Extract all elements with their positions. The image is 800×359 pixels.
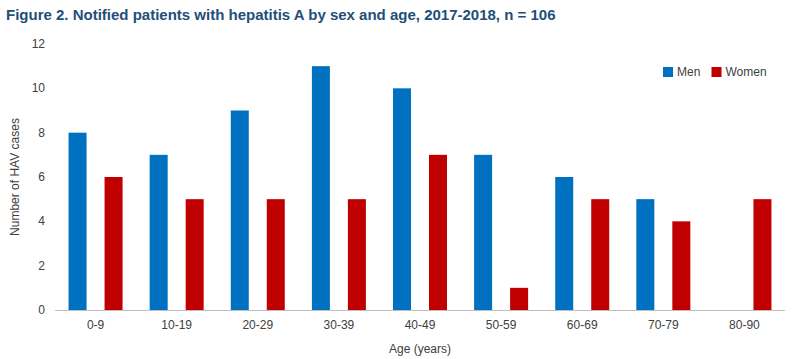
bar	[555, 177, 573, 310]
y-tick-label: 0	[38, 303, 45, 317]
y-tick	[51, 265, 55, 266]
bar	[474, 155, 492, 310]
bar	[672, 221, 690, 310]
chart: Figure 2. Notified patients with hepatit…	[0, 0, 800, 359]
x-tick-label: 50-59	[486, 318, 517, 332]
legend: Men Women	[663, 65, 767, 79]
bar	[429, 155, 447, 310]
y-tick	[51, 88, 55, 89]
bar	[150, 155, 168, 310]
legend-label: Women	[726, 65, 767, 79]
background	[0, 0, 800, 359]
bar	[510, 288, 528, 310]
x-tick-label: 80-90	[729, 318, 760, 332]
y-tick	[51, 44, 55, 45]
bar	[591, 199, 609, 310]
y-tick	[51, 221, 55, 222]
x-axis-line	[55, 310, 785, 311]
legend-swatch	[712, 67, 722, 77]
y-tick	[51, 310, 55, 311]
y-tick-label: 4	[38, 214, 45, 228]
y-tick-label: 8	[38, 126, 45, 140]
y-tick	[51, 132, 55, 133]
y-tick-label: 6	[38, 170, 45, 184]
x-tick-label: 0-9	[87, 318, 105, 332]
bars	[69, 66, 772, 310]
y-tick-label: 10	[32, 81, 46, 95]
bar	[186, 199, 204, 310]
y-tick-label: 12	[32, 37, 46, 51]
x-axis-label: Age (years)	[389, 342, 451, 356]
bar	[312, 66, 330, 310]
x-tick-label: 10-19	[161, 318, 192, 332]
legend-label: Men	[677, 65, 700, 79]
x-tick-label: 30-39	[324, 318, 355, 332]
x-tick-label: 40-49	[405, 318, 436, 332]
y-axis-label: Number of HAV cases	[8, 118, 22, 236]
bar	[717, 310, 735, 311]
bar	[105, 177, 123, 310]
x-tick-label: 70-79	[648, 318, 679, 332]
bar	[393, 88, 411, 310]
legend-swatch	[663, 67, 673, 77]
y-tick-label: 2	[38, 259, 45, 273]
title: Figure 2. Notified patients with hepatit…	[6, 6, 555, 23]
y-tick	[51, 177, 55, 178]
bar	[753, 199, 771, 310]
bar	[636, 199, 654, 310]
bar	[231, 111, 249, 311]
x-tick-label: 60-69	[567, 318, 598, 332]
bar	[267, 199, 285, 310]
bar	[348, 199, 366, 310]
bar	[69, 133, 87, 310]
x-tick-label: 20-29	[242, 318, 273, 332]
